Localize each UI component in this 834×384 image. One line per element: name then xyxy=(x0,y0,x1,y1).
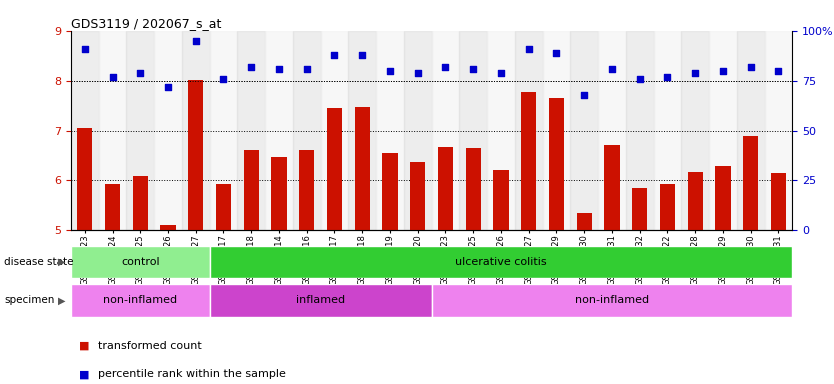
Bar xyxy=(487,31,515,230)
Bar xyxy=(716,166,731,230)
Bar xyxy=(432,284,792,317)
Text: ■: ■ xyxy=(79,341,90,351)
Bar xyxy=(521,92,536,230)
Bar xyxy=(299,149,314,230)
Bar xyxy=(271,157,287,230)
Point xyxy=(384,68,397,74)
Point xyxy=(411,70,425,76)
Bar xyxy=(681,31,709,230)
Point xyxy=(522,46,535,52)
Point xyxy=(466,66,480,72)
Point xyxy=(161,84,174,90)
Bar xyxy=(543,31,570,230)
Text: ▶: ▶ xyxy=(58,295,65,306)
Bar xyxy=(182,31,209,230)
Bar xyxy=(431,31,460,230)
Point xyxy=(300,66,314,72)
Bar xyxy=(626,31,654,230)
Point xyxy=(273,66,286,72)
Bar xyxy=(736,31,765,230)
Point xyxy=(633,76,646,82)
Point xyxy=(244,64,258,70)
Point xyxy=(106,74,119,80)
Bar xyxy=(515,31,543,230)
Bar xyxy=(771,173,786,230)
Point xyxy=(133,70,147,76)
Bar xyxy=(382,153,398,230)
Bar xyxy=(320,31,349,230)
Bar xyxy=(570,31,598,230)
Bar xyxy=(410,162,425,230)
Text: ■: ■ xyxy=(79,369,90,379)
Text: disease state: disease state xyxy=(4,257,73,267)
Bar xyxy=(660,184,675,230)
Bar xyxy=(404,31,432,230)
Bar xyxy=(209,246,792,278)
Bar xyxy=(265,31,293,230)
Text: transformed count: transformed count xyxy=(98,341,201,351)
Bar xyxy=(376,31,404,230)
Text: percentile rank within the sample: percentile rank within the sample xyxy=(98,369,285,379)
Bar xyxy=(765,31,792,230)
Bar xyxy=(465,148,481,230)
Point xyxy=(577,91,590,98)
Bar xyxy=(438,147,453,230)
Point xyxy=(189,38,203,44)
Bar xyxy=(327,108,342,230)
Bar xyxy=(209,31,238,230)
Bar xyxy=(632,188,647,230)
Bar xyxy=(349,31,376,230)
Bar xyxy=(494,170,509,230)
Bar xyxy=(549,98,564,230)
Bar xyxy=(98,31,127,230)
Point xyxy=(771,68,785,74)
Point xyxy=(328,51,341,58)
Point xyxy=(495,70,508,76)
Text: inflamed: inflamed xyxy=(296,295,345,306)
Text: non-inflamed: non-inflamed xyxy=(575,295,649,306)
Bar xyxy=(77,128,93,230)
Text: non-inflamed: non-inflamed xyxy=(103,295,178,306)
Bar xyxy=(460,31,487,230)
Bar xyxy=(71,284,209,317)
Bar xyxy=(598,31,626,230)
Bar xyxy=(160,225,176,230)
Bar xyxy=(133,177,148,230)
Point xyxy=(355,51,369,58)
Text: ▶: ▶ xyxy=(58,257,65,267)
Point xyxy=(661,74,674,80)
Bar xyxy=(244,149,259,230)
Text: ulcerative colitis: ulcerative colitis xyxy=(455,257,547,267)
Text: control: control xyxy=(121,257,159,267)
Text: GDS3119 / 202067_s_at: GDS3119 / 202067_s_at xyxy=(71,17,221,30)
Point xyxy=(744,64,757,70)
Bar xyxy=(605,144,620,230)
Bar xyxy=(293,31,320,230)
Bar xyxy=(71,31,98,230)
Point xyxy=(78,46,92,52)
Bar xyxy=(127,31,154,230)
Bar xyxy=(238,31,265,230)
Point xyxy=(439,64,452,70)
Bar xyxy=(743,136,758,230)
Point xyxy=(716,68,730,74)
Text: specimen: specimen xyxy=(4,295,54,306)
Bar xyxy=(209,284,432,317)
Bar xyxy=(354,107,369,230)
Bar xyxy=(188,79,203,230)
Bar xyxy=(71,246,209,278)
Point xyxy=(689,70,702,76)
Point xyxy=(605,66,619,72)
Bar xyxy=(216,184,231,230)
Bar xyxy=(687,172,703,230)
Bar xyxy=(576,213,592,230)
Point xyxy=(217,76,230,82)
Point xyxy=(550,50,563,56)
Bar xyxy=(154,31,182,230)
Bar xyxy=(709,31,736,230)
Bar xyxy=(105,184,120,230)
Bar xyxy=(654,31,681,230)
